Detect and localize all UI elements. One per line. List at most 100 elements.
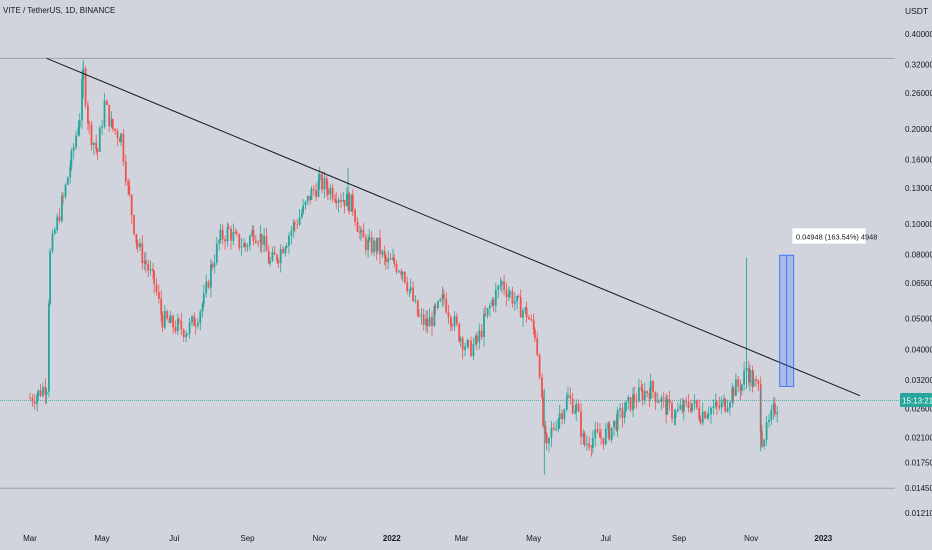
candle-body: [648, 393, 651, 399]
candle-body: [658, 401, 660, 403]
price-axis[interactable]: USDT 0.40000 0.32000 0.26000 0.20000 0.16000…: [905, 6, 932, 518]
candle-body: [368, 237, 371, 241]
candle-body: [66, 177, 69, 185]
candle-body: [590, 447, 593, 449]
candle-body: [447, 312, 450, 318]
price-tick-label: 0.06500: [905, 279, 932, 288]
candle-body: [431, 317, 433, 326]
candle-body: [467, 340, 470, 342]
time-tick-label: May: [95, 534, 110, 543]
candle-body: [334, 199, 336, 201]
candle-body: [434, 306, 437, 308]
candle-body: [516, 295, 518, 302]
candle-body: [453, 316, 456, 327]
candle-body: [211, 264, 213, 268]
candle-body: [284, 247, 287, 254]
candle-body: [174, 327, 177, 332]
candle-body: [58, 216, 61, 221]
candle-body: [621, 408, 624, 418]
candle-body: [426, 318, 429, 327]
price-tick-label: 0.01750: [905, 459, 932, 468]
candle-body: [269, 260, 271, 264]
candle-body: [232, 232, 235, 241]
candle-body: [340, 199, 342, 202]
candle-body: [282, 249, 284, 254]
candle-body: [552, 427, 555, 429]
candle-body: [682, 400, 685, 412]
trendline[interactable]: [46, 57, 861, 397]
candle-body: [602, 438, 605, 445]
candle-body: [544, 425, 547, 434]
candle-body: [505, 290, 508, 297]
candle-body: [757, 380, 760, 384]
candle-body: [87, 105, 89, 124]
candle-body: [78, 120, 81, 128]
price-tick-label: 0.40000: [905, 30, 932, 39]
candle-body: [714, 402, 717, 407]
candle-body: [640, 387, 643, 390]
price-tick-label: 0.10000: [905, 220, 932, 229]
candle-body: [39, 390, 42, 396]
candle-body: [461, 338, 464, 350]
candle-body: [161, 314, 164, 328]
price-axis-unit: USDT: [905, 6, 928, 16]
candle-body: [470, 340, 472, 356]
horizontal-lines: [0, 57, 900, 489]
candle-body: [509, 291, 511, 294]
candle-body: [42, 386, 44, 396]
candle-body: [726, 407, 729, 412]
candle-body: [188, 322, 191, 334]
time-tick-label: May: [526, 534, 541, 543]
candle-body: [186, 333, 189, 335]
time-tick-label: Jul: [601, 534, 611, 543]
candle-body: [635, 401, 638, 402]
candle-body: [124, 161, 127, 182]
candle-body: [285, 245, 288, 248]
candle-body: [472, 344, 475, 356]
candle-body: [604, 428, 607, 445]
price-tick-label: 0.26000: [905, 89, 932, 98]
candle-body: [580, 411, 582, 437]
candle-body: [139, 243, 141, 248]
candle-body: [619, 408, 621, 411]
candle-body: [243, 243, 245, 247]
candle-body: [666, 399, 669, 415]
candle-body: [401, 271, 404, 275]
candle-body: [656, 401, 659, 403]
candle-body: [224, 239, 226, 242]
candle-body: [765, 422, 768, 440]
candle-body: [310, 189, 313, 200]
candle-body: [263, 236, 265, 245]
candle-body: [596, 429, 599, 432]
candle-body: [141, 243, 144, 264]
candle-body: [360, 229, 362, 233]
candle-body: [565, 397, 568, 410]
candle-body: [191, 316, 193, 323]
time-tick-label: 2023: [814, 534, 832, 543]
candle-body: [221, 229, 224, 240]
candle-body: [761, 430, 763, 447]
candle-body: [558, 413, 561, 420]
candle-body: [641, 389, 644, 401]
candle-body: [152, 269, 154, 271]
time-axis[interactable]: Mar May Jul Sep Nov 2022 Mar May Jul Sep Nov 2023: [23, 534, 833, 543]
time-tick-label: Nov: [744, 534, 758, 543]
candle-body: [364, 237, 367, 250]
candle-body: [45, 391, 48, 395]
candle-body: [279, 249, 282, 264]
candle-body: [84, 68, 87, 105]
candle-body: [327, 188, 329, 195]
candle-body: [483, 314, 485, 337]
candle-body: [143, 260, 146, 264]
candle-body: [751, 370, 754, 387]
candle-body: [616, 410, 619, 430]
drawing-annotations[interactable]: [46, 57, 861, 397]
candle-body: [625, 401, 627, 412]
candle-body: [681, 405, 684, 412]
time-tick-label: Mar: [455, 534, 469, 543]
candle-body: [542, 397, 544, 426]
candle-body: [685, 400, 688, 402]
candle-body: [96, 148, 99, 152]
